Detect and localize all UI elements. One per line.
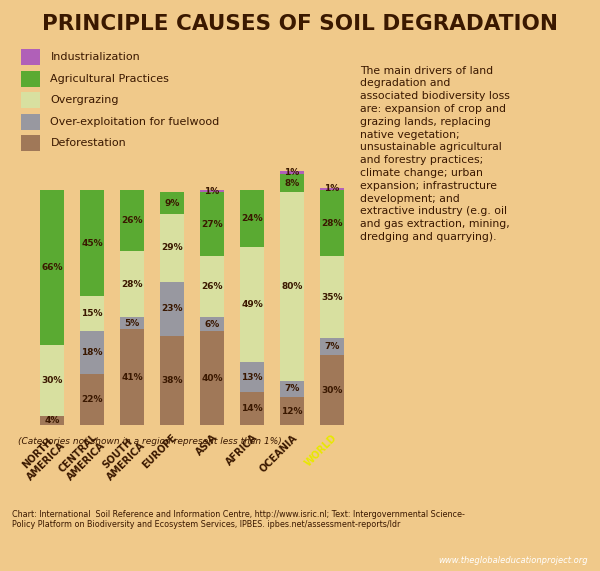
Text: 6%: 6% (205, 320, 220, 329)
Text: 18%: 18% (81, 348, 103, 357)
Bar (160, 214, 184, 282)
Text: 45%: 45% (81, 239, 103, 248)
Bar (200, 331, 224, 425)
Text: 29%: 29% (161, 243, 183, 252)
Bar (160, 192, 184, 214)
Bar (320, 339, 344, 355)
Text: 1%: 1% (325, 184, 340, 194)
Text: 8%: 8% (284, 179, 299, 187)
Text: 13%: 13% (241, 373, 263, 381)
Text: 38%: 38% (161, 376, 183, 385)
Bar (320, 256, 344, 339)
Bar (160, 336, 184, 425)
Text: 7%: 7% (325, 342, 340, 351)
Text: PRINCIPLE CAUSES OF SOIL DEGRADATION: PRINCIPLE CAUSES OF SOIL DEGRADATION (42, 14, 558, 34)
Text: Chart: International  Soil Reference and Information Centre, http://www.isric.nl: Chart: International Soil Reference and … (12, 510, 465, 529)
Bar (200, 192, 224, 256)
Bar (280, 174, 304, 192)
Text: 26%: 26% (121, 216, 143, 225)
Bar (320, 355, 344, 425)
Bar (200, 190, 224, 192)
Text: 22%: 22% (81, 395, 103, 404)
Bar (21, 71, 40, 87)
Text: AFRICA: AFRICA (224, 432, 259, 468)
Text: 80%: 80% (281, 282, 302, 291)
Text: 12%: 12% (281, 407, 303, 416)
Bar (40, 416, 64, 425)
Text: 30%: 30% (41, 376, 62, 385)
Bar (240, 190, 264, 247)
Text: Over-exploitation for fuelwood: Over-exploitation for fuelwood (50, 116, 220, 127)
Text: 1%: 1% (205, 187, 220, 196)
Bar (120, 251, 144, 317)
Text: 41%: 41% (121, 373, 143, 381)
Bar (240, 392, 264, 425)
Bar (320, 190, 344, 256)
Bar (40, 190, 64, 345)
Bar (160, 282, 184, 336)
Text: 15%: 15% (81, 309, 103, 318)
Text: (Categories not shown in a region represent less than 1%): (Categories not shown in a region repres… (18, 437, 282, 446)
Text: www.theglobaleducationproject.org: www.theglobaleducationproject.org (439, 556, 588, 565)
Bar (80, 296, 104, 331)
Text: Agricultural Practices: Agricultural Practices (50, 74, 169, 83)
Bar (240, 362, 264, 392)
Text: WORLD: WORLD (303, 432, 339, 468)
Bar (80, 331, 104, 373)
Text: 28%: 28% (321, 219, 343, 228)
Bar (320, 188, 344, 190)
Text: 40%: 40% (201, 374, 223, 383)
Text: 9%: 9% (164, 199, 179, 208)
Text: 14%: 14% (241, 404, 263, 413)
Text: SOUTH
AMERICA: SOUTH AMERICA (97, 432, 147, 482)
Text: 28%: 28% (121, 280, 143, 289)
Bar (200, 256, 224, 317)
Text: ASIA: ASIA (194, 432, 219, 457)
Bar (120, 317, 144, 329)
Bar (21, 135, 40, 151)
Bar (120, 190, 144, 251)
Text: 24%: 24% (241, 214, 263, 223)
Bar (280, 171, 304, 174)
Bar (21, 92, 40, 108)
Bar (280, 381, 304, 397)
Bar (40, 345, 64, 416)
Bar (200, 317, 224, 331)
Bar (240, 247, 264, 362)
Text: 1%: 1% (284, 168, 299, 177)
Bar (80, 190, 104, 296)
Text: EUROPE: EUROPE (141, 432, 179, 471)
Text: Deforestation: Deforestation (50, 138, 126, 148)
Text: 23%: 23% (161, 304, 183, 313)
Text: 30%: 30% (322, 385, 343, 395)
Text: Overgrazing: Overgrazing (50, 95, 119, 105)
Text: 27%: 27% (201, 220, 223, 229)
Text: 5%: 5% (124, 319, 140, 328)
Text: 49%: 49% (241, 300, 263, 309)
Text: OCEANIA: OCEANIA (257, 432, 299, 474)
Bar (21, 114, 40, 130)
Bar (120, 329, 144, 425)
Text: 26%: 26% (201, 282, 223, 291)
Bar (280, 397, 304, 425)
Text: 35%: 35% (321, 293, 343, 301)
Text: The main drivers of land
degradation and
associated biodiversity loss
are: expan: The main drivers of land degradation and… (360, 66, 510, 242)
Bar (280, 192, 304, 381)
Bar (21, 49, 40, 65)
Bar (80, 373, 104, 425)
Text: NORTH
AMERICA: NORTH AMERICA (17, 432, 67, 482)
Text: 7%: 7% (284, 384, 299, 393)
Text: 4%: 4% (44, 416, 59, 425)
Text: 66%: 66% (41, 263, 63, 272)
Text: CENTRAL
AMERICA: CENTRAL AMERICA (56, 432, 107, 483)
Text: Industrialization: Industrialization (50, 52, 140, 62)
